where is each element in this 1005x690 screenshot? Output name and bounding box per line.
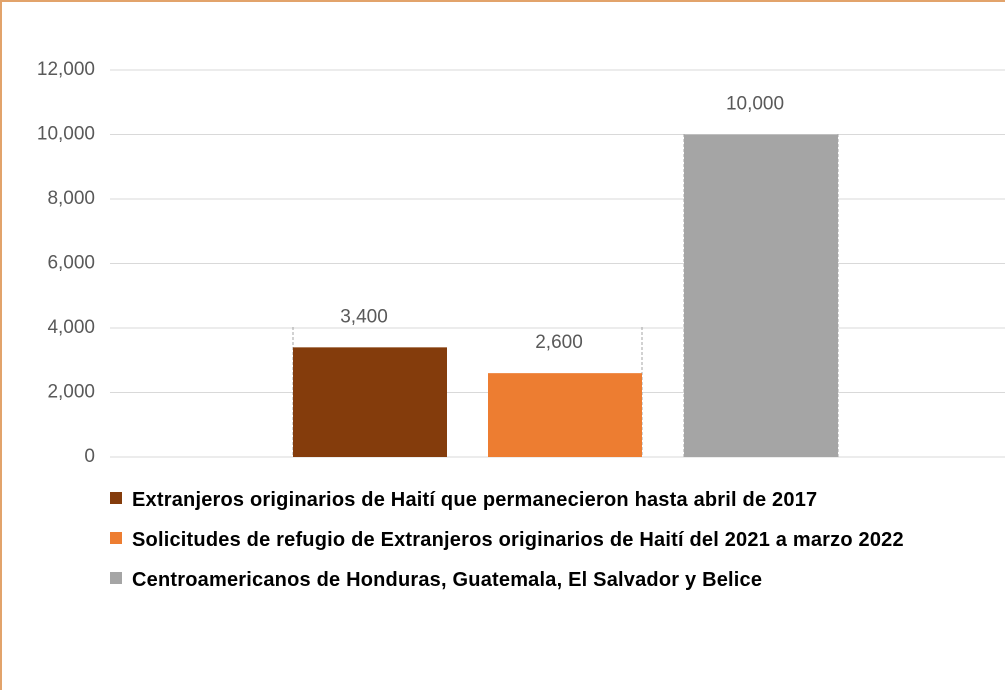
y-tick-label: 0 bbox=[84, 446, 95, 467]
legend-item: Extranjeros originarios de Haití que per… bbox=[110, 484, 970, 517]
legend-swatch bbox=[110, 492, 122, 504]
y-tick-label: 2,000 bbox=[47, 382, 95, 403]
legend-item: Centroamericanos de Honduras, Guatemala,… bbox=[110, 564, 970, 597]
legend-item: Solicitudes de refugio de Extranjeros or… bbox=[110, 524, 970, 557]
y-tick-label: 4,000 bbox=[47, 317, 95, 338]
legend-label: Extranjeros originarios de Haití que per… bbox=[132, 489, 818, 511]
data-label: 3,400 bbox=[340, 306, 388, 327]
legend-swatch bbox=[110, 572, 122, 584]
data-label: 10,000 bbox=[726, 94, 784, 115]
y-tick-label: 6,000 bbox=[47, 253, 95, 274]
y-tick-label: 10,000 bbox=[37, 124, 95, 145]
bar bbox=[488, 373, 642, 457]
legend-label: Solicitudes de refugio de Extranjeros or… bbox=[132, 529, 904, 551]
bar bbox=[293, 347, 447, 457]
legend-label: Centroamericanos de Honduras, Guatemala,… bbox=[132, 569, 763, 591]
y-tick-label: 8,000 bbox=[47, 188, 95, 209]
y-tick-label: 12,000 bbox=[37, 59, 95, 80]
bar bbox=[684, 134, 838, 457]
legend: Extranjeros originarios de Haití que per… bbox=[110, 484, 970, 604]
legend-swatch bbox=[110, 532, 122, 544]
data-label: 2,600 bbox=[535, 332, 583, 353]
